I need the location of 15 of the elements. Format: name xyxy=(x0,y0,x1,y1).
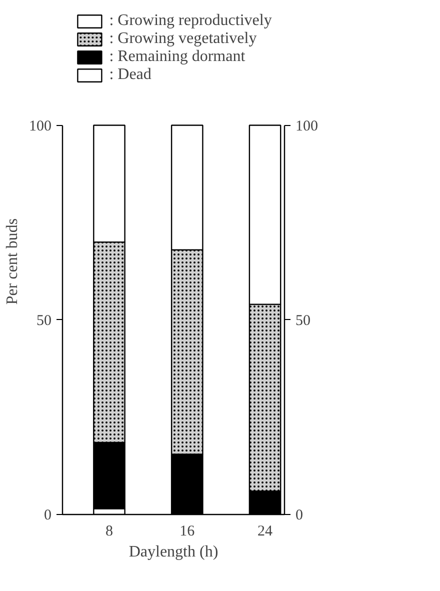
y2-tick-label: 100 xyxy=(296,118,318,134)
legend-label: : Dead xyxy=(109,66,152,84)
y2-tick-label: 50 xyxy=(296,312,310,329)
y-tick-label: 100 xyxy=(29,118,52,134)
x-axis-title: Daylength (h) xyxy=(128,544,218,560)
legend-label: : Remaining dormant xyxy=(109,48,246,66)
y-tick-label: 0 xyxy=(44,508,52,524)
x-tick-label: 24 xyxy=(258,524,274,540)
y2-tick-label: 0 xyxy=(296,508,303,524)
y-axis-title: Per cent buds xyxy=(4,218,21,305)
y-tick-label: 50 xyxy=(36,312,52,329)
legend-label: : Growing vegetatively xyxy=(109,30,257,48)
x-tick-label: 8 xyxy=(105,524,113,540)
x-tick-label: 16 xyxy=(180,524,196,540)
legend-label: : Growing reproductively xyxy=(109,12,272,30)
